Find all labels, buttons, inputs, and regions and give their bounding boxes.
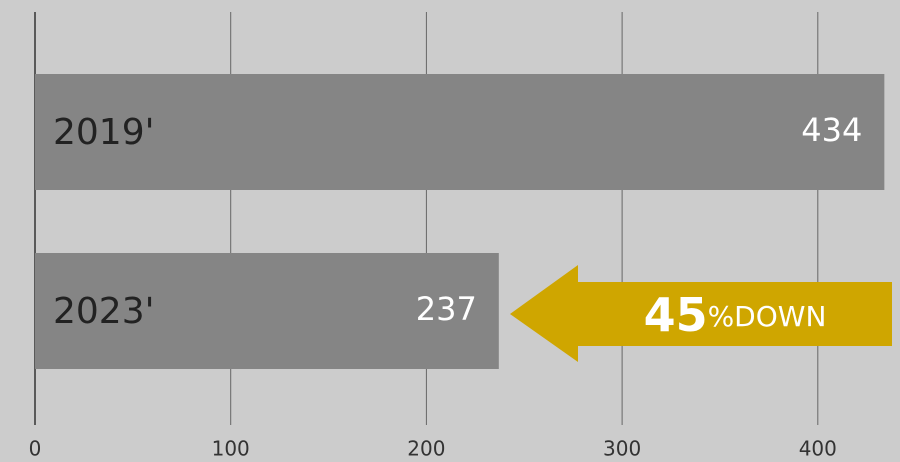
x-tick-label: 0 [29, 437, 42, 461]
annotation-number: 45 [644, 288, 708, 342]
x-tick-label: 400 [799, 437, 837, 461]
value-label: 434 [801, 111, 862, 149]
x-tick-label: 200 [407, 437, 445, 461]
down-arrow [510, 265, 892, 362]
annotation-unit: %DOWN [708, 300, 827, 333]
value-label: 237 [416, 290, 477, 328]
x-tick-label: 100 [212, 437, 250, 461]
bar [35, 74, 885, 190]
category-label: 2023' [53, 291, 155, 332]
annotation-text: 45%DOWN [644, 288, 827, 342]
category-label: 2019' [53, 112, 155, 153]
x-tick-label: 300 [603, 437, 641, 461]
bar [35, 253, 499, 369]
